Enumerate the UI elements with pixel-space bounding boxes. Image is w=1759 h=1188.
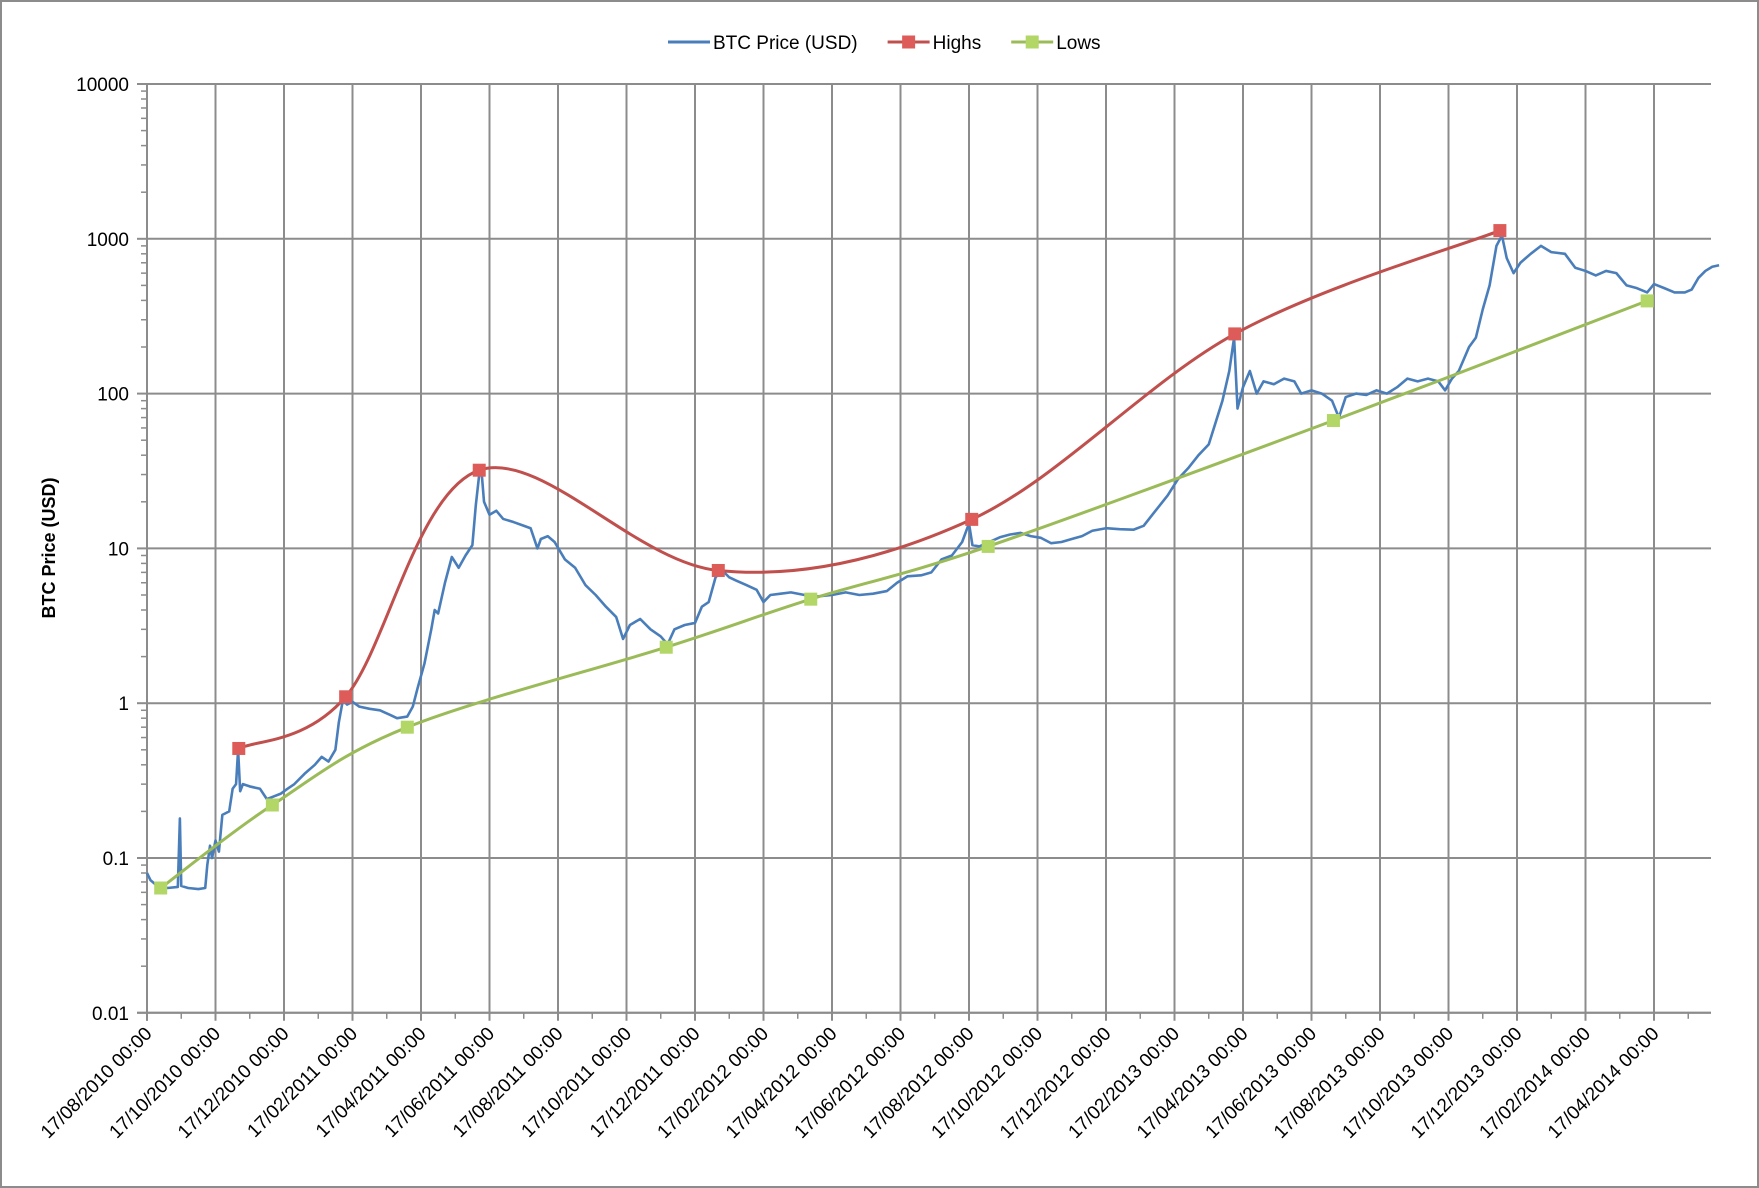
- y-tick-label: 0.01: [92, 1004, 129, 1025]
- y-tick-label: 100: [97, 385, 129, 406]
- legend-marker-icon: [1025, 35, 1039, 49]
- series-lows-marker: [1326, 414, 1340, 428]
- series-highs-marker: [232, 741, 246, 755]
- series-lows-marker: [1640, 294, 1654, 308]
- series-highs-marker: [1493, 224, 1507, 238]
- series-layer: [145, 224, 1720, 895]
- y-tick-label: 0.1: [103, 849, 129, 870]
- series-lows-marker: [804, 592, 818, 606]
- gridlines: [146, 83, 1711, 1021]
- y-tick-label: 1: [118, 694, 129, 715]
- series-highs-marker: [472, 463, 486, 477]
- series-highs-marker: [711, 563, 725, 577]
- legend-item: Highs: [887, 33, 982, 54]
- series-btc-price-usd-line: [145, 234, 1720, 891]
- legend-label: Highs: [933, 33, 982, 54]
- y-tick-label: 10: [108, 539, 129, 560]
- legend-marker-icon: [902, 35, 916, 49]
- series-lows-marker: [981, 539, 995, 553]
- series-lows-line: [159, 299, 1648, 890]
- series-highs-marker: [1228, 327, 1242, 341]
- y-axis-title: BTC Price (USD): [39, 477, 59, 618]
- y-tick-label: 1000: [87, 230, 129, 251]
- legend-item: BTC Price (USD): [668, 33, 858, 54]
- series-highs-marker: [965, 512, 979, 526]
- x-tick-label: 17/08/2010 00:00: [37, 1023, 156, 1142]
- y-tick-label: 10000: [76, 75, 129, 96]
- series-highs-marker: [339, 690, 353, 704]
- series-lows-marker: [400, 720, 414, 734]
- series-lows-marker: [265, 798, 279, 812]
- legend-label: BTC Price (USD): [713, 33, 858, 54]
- legend-item: Lows: [1011, 33, 1101, 54]
- legend: BTC Price (USD) Highs Lows: [668, 33, 1101, 54]
- series-lows-marker: [659, 640, 673, 654]
- series-lows-marker: [154, 881, 168, 895]
- legend-label: Lows: [1056, 33, 1100, 54]
